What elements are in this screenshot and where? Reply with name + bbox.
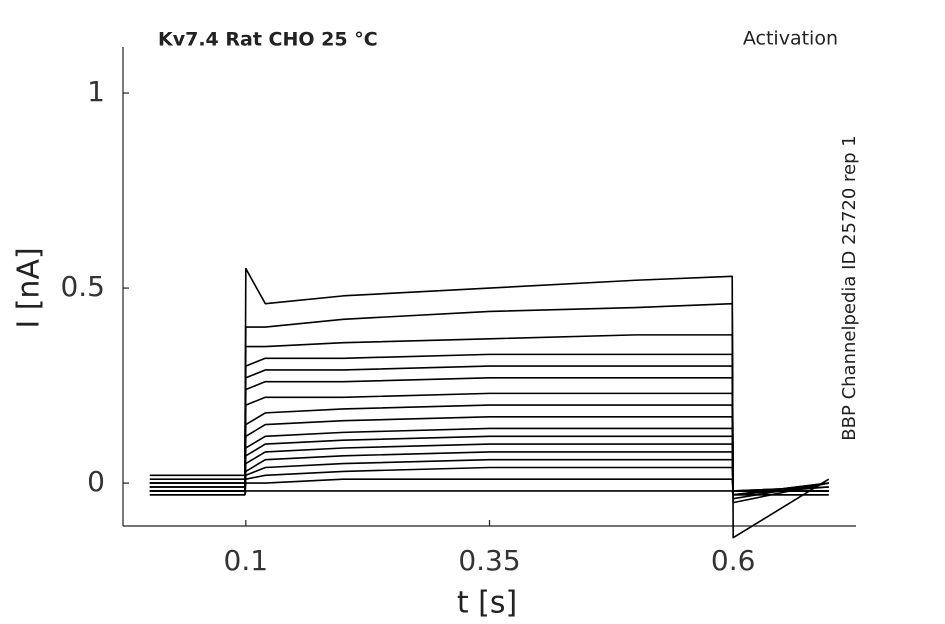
y-tick-label: 0 (87, 465, 105, 498)
chart-subtitle: Activation (743, 28, 838, 50)
x-axis-label: t [s] (457, 586, 517, 621)
trace (149, 392, 829, 492)
y-tick-label: 1 (87, 75, 105, 108)
trace (149, 458, 829, 492)
annotation: BBP Channelpedia ID 25720 rep 1 (839, 135, 860, 440)
trace (149, 365, 829, 496)
chart-title: Kv7.4 Rat CHO 25 °C (158, 29, 378, 51)
y-axis-label: I [nA] (12, 247, 47, 328)
x-tick-label: 0.1 (224, 544, 269, 577)
trace (149, 451, 829, 492)
trace (149, 478, 829, 496)
x-tick-label: 0.35 (458, 544, 520, 577)
x-tick-label: 0.6 (711, 544, 756, 577)
y-tick-label: 0.5 (60, 270, 105, 303)
trace (149, 490, 829, 496)
